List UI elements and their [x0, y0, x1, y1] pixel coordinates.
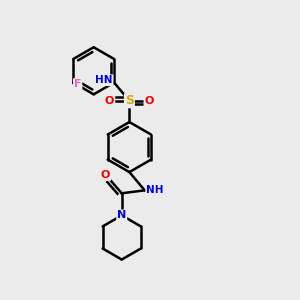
Text: O: O [101, 170, 110, 180]
Text: HN: HN [95, 75, 112, 85]
Text: NH: NH [146, 185, 164, 195]
Text: F: F [74, 79, 81, 89]
Text: N: N [117, 210, 126, 220]
Text: O: O [144, 96, 154, 106]
Text: O: O [105, 96, 114, 106]
Text: S: S [125, 94, 134, 107]
